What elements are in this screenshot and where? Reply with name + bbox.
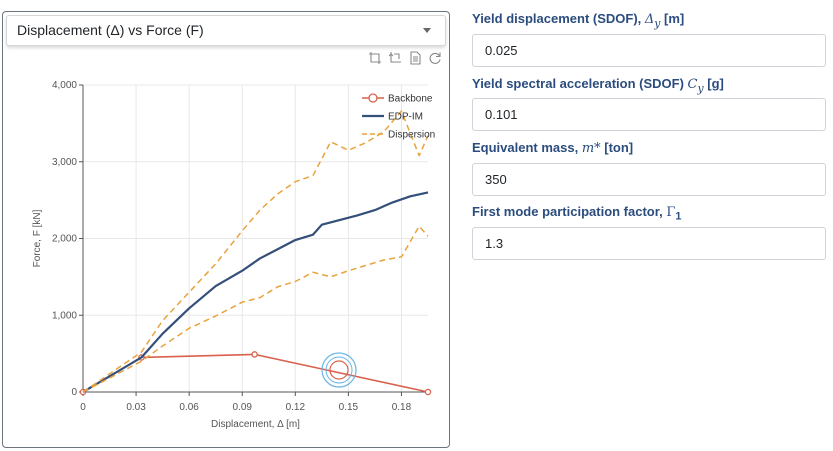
participation-factor-label: First mode participation factor, Γ1 — [472, 204, 682, 223]
legend-label: Backbone — [388, 94, 433, 105]
y-tick-label: 3,000 — [52, 157, 77, 168]
yield-spectral-acceleration-input[interactable]: 0.101 — [472, 98, 826, 131]
legend-label: Dispersion — [388, 130, 435, 141]
yield-spectral-acceleration-label: Yield spectral acceleration (SDOF) Cy [g… — [472, 76, 724, 95]
legend-label: EDP-IM — [388, 112, 423, 123]
caret-down-icon[interactable] — [423, 28, 431, 33]
chart-legend: Backbone EDP-IM Dispersion — [362, 93, 435, 141]
chart-type-label: Displacement (Δ) vs Force (F) — [17, 22, 204, 38]
y-tick-label: 2,000 — [52, 234, 77, 245]
y-tick-label: 1,000 — [52, 310, 77, 321]
x-tick-label: 0.03 — [126, 402, 146, 413]
x-tick-label: 0.15 — [339, 402, 359, 413]
data-view-icon[interactable] — [408, 51, 422, 65]
chart-grid — [82, 84, 428, 393]
x-tick-label: 0.06 — [179, 402, 199, 413]
participation-factor-input[interactable]: 1.3 — [472, 227, 826, 260]
yield-displacement-input[interactable]: 0.025 — [472, 34, 826, 67]
chart-axes: 0 0.03 0.06 0.09 0.12 0.15 0.18 0 1,000 2,000 3,00… — [32, 80, 428, 430]
x-tick-label: 0.09 — [232, 402, 252, 413]
y-tick-label: 0 — [71, 387, 77, 398]
y-axis-title: Force, F [kN] — [32, 209, 43, 267]
series-line-1 — [82, 191, 429, 393]
crop-icon[interactable] — [368, 51, 382, 65]
backbone-point — [424, 388, 432, 396]
backbone-point — [251, 351, 258, 358]
x-axis-title: Displacement, Δ [m] — [211, 419, 300, 430]
chart-panel: Displacement (Δ) vs Force (F) 0 0.03 0.06 0… — [2, 11, 450, 448]
x-tick-label: 0.12 — [286, 402, 306, 413]
equivalent-mass-input[interactable]: 350 — [472, 163, 826, 196]
cursor-ring-icon — [321, 352, 357, 388]
x-tick-label: 0 — [80, 402, 86, 413]
chart-type-dropdown[interactable]: Displacement (Δ) vs Force (F) — [6, 15, 446, 46]
series-line-0 — [82, 353, 429, 393]
force-displacement-chart: 0 0.03 0.06 0.09 0.12 0.15 0.18 0 1,000 2,000 3,00… — [32, 80, 435, 430]
restore-icon[interactable] — [428, 51, 442, 65]
equivalent-mass-label: Equivalent mass, m* [ton] — [472, 140, 634, 156]
crop-reset-icon[interactable] — [388, 51, 402, 65]
y-tick-label: 4,000 — [52, 80, 77, 91]
series-line-3 — [82, 225, 429, 393]
series-line-2 — [82, 110, 429, 393]
yield-displacement-label: Yield displacement (SDOF), Δy [m] — [472, 11, 685, 30]
legend-marker — [368, 93, 378, 103]
chart-series — [79, 110, 432, 396]
x-tick-label: 0.18 — [392, 402, 412, 413]
